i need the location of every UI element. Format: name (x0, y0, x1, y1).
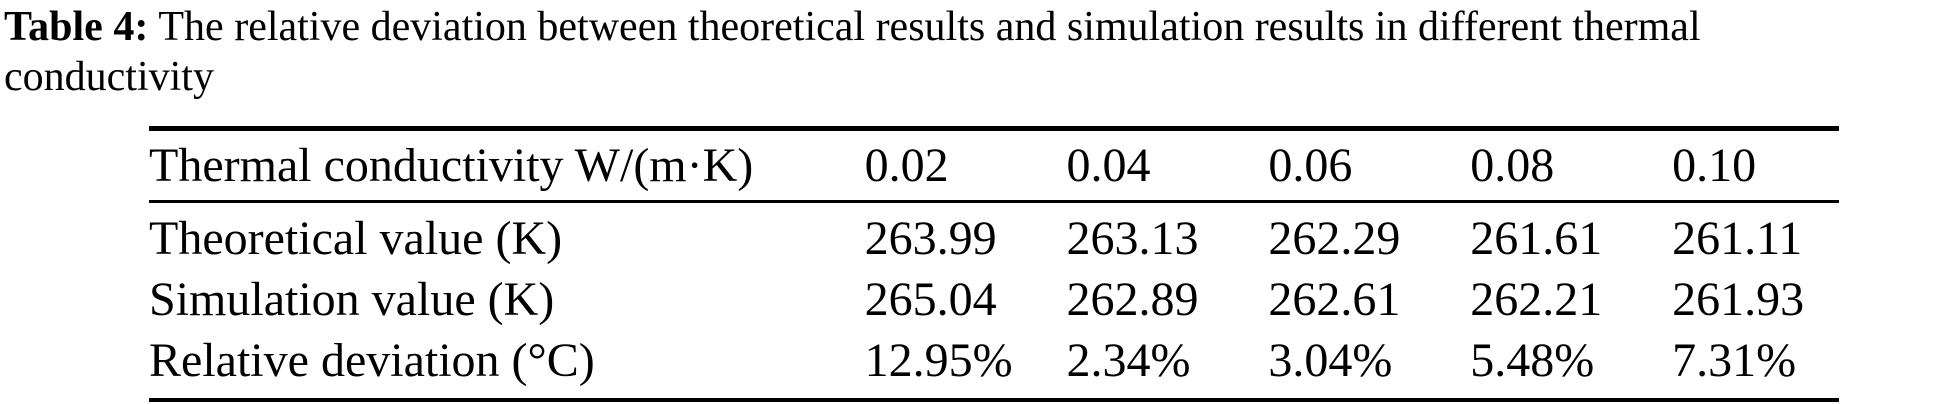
caption-text: The relative deviation between theoretic… (158, 4, 1701, 50)
table-row-theoretical: Theoretical value (K) 263.99 263.13 262.… (149, 208, 1839, 269)
cell-value: 262.21 (1470, 273, 1603, 326)
header-col-3: 0.06 (1268, 139, 1353, 192)
caption-line-1: Table 4: The relative deviation between t… (4, 2, 1952, 52)
cell-value: 262.61 (1268, 273, 1401, 326)
cell-value: 263.99 (864, 212, 997, 265)
table-row-simulation: Simulation value (K) 265.04 262.89 262.6… (149, 269, 1839, 330)
cell-value: 12.95% (864, 334, 1013, 387)
header-col-5: 0.10 (1672, 139, 1757, 192)
caption-line-2: conductivity (4, 54, 214, 100)
header-label: Thermal conductivity W/(m·K) (149, 139, 754, 192)
cell-value: 261.11 (1672, 212, 1803, 265)
cell-value: 265.04 (864, 273, 997, 326)
cell-value: 262.89 (1066, 273, 1199, 326)
cell-value: 263.13 (1066, 212, 1199, 265)
cell-value: 2.34% (1066, 334, 1191, 387)
cell-value: 261.61 (1470, 212, 1603, 265)
cell-value: 3.04% (1268, 334, 1393, 387)
cell-value: 7.31% (1672, 334, 1797, 387)
data-table: Thermal conductivity W/(m·K) 0.02 0.04 0… (149, 126, 1839, 402)
cell-value: 5.48% (1470, 334, 1595, 387)
row-label: Theoretical value (K) (149, 212, 563, 265)
table-caption: Table 4: The relative deviation between t… (4, 2, 1952, 102)
row-label: Relative deviation (°C) (149, 334, 595, 387)
table-body: Theoretical value (K) 263.99 263.13 262.… (149, 203, 1839, 398)
row-label: Simulation value (K) (149, 273, 555, 326)
header-col-4: 0.08 (1470, 139, 1555, 192)
caption-label: Table 4: (4, 4, 149, 50)
header-col-1: 0.02 (864, 139, 949, 192)
table-header-row: Thermal conductivity W/(m·K) 0.02 0.04 0… (149, 131, 1839, 203)
header-col-2: 0.04 (1066, 139, 1151, 192)
table-row-relative-deviation: Relative deviation (°C) 12.95% 2.34% 3.0… (149, 330, 1839, 391)
cell-value: 262.29 (1268, 212, 1401, 265)
cell-value: 261.93 (1672, 273, 1805, 326)
